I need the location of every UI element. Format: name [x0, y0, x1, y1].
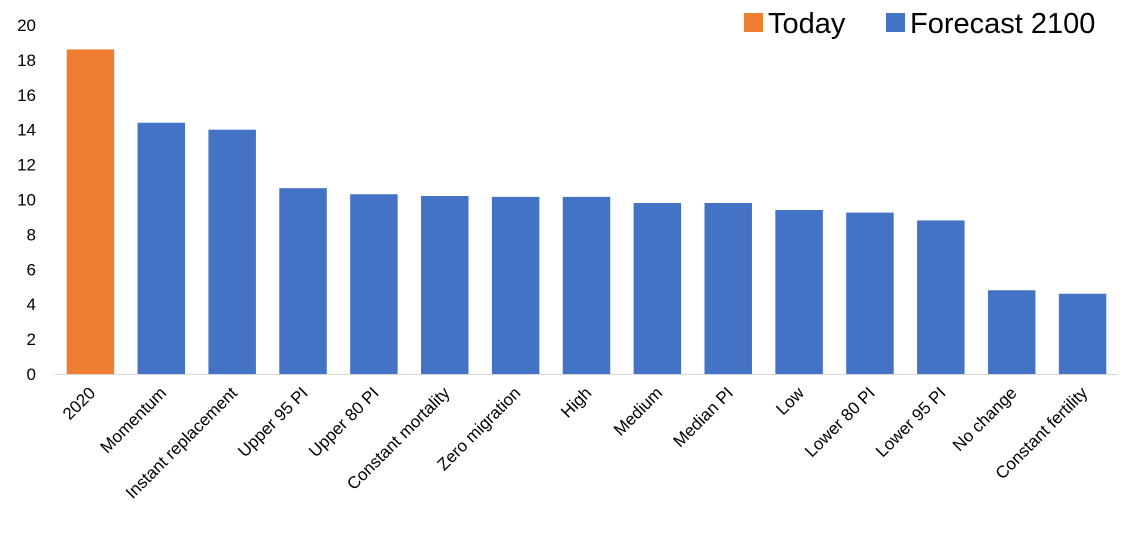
y-tick-label: 12 — [17, 156, 36, 175]
y-tick-label: 10 — [17, 191, 36, 210]
y-tick-label: 0 — [27, 365, 36, 384]
x-tick-label-no-change: No change — [949, 383, 1021, 455]
bar-constant-fertility — [1058, 293, 1107, 374]
y-tick-label: 6 — [27, 260, 36, 279]
y-tick-label: 4 — [27, 295, 36, 314]
y-tick-label: 14 — [17, 121, 36, 140]
legend-swatch-today — [744, 13, 763, 32]
x-tick-label-lower-80-pi: Lower 80 PI — [801, 383, 879, 461]
y-axis: 0 2 4 6 8 10 12 14 16 18 20 — [17, 16, 36, 384]
bar-lower-95-pi — [917, 220, 965, 374]
x-tick-label-high: High — [557, 383, 595, 421]
x-tick-label-low: Low — [772, 383, 808, 419]
x-tick-label-upper-95-pi: Upper 95 PI — [234, 383, 312, 461]
bar-medium — [633, 202, 682, 374]
bar-high — [562, 196, 611, 374]
x-tick-label-median-pi: Median PI — [669, 383, 737, 451]
y-tick-label: 8 — [27, 225, 36, 244]
x-tick-label-upper-80-pi: Upper 80 PI — [305, 383, 383, 461]
x-tick-label-momentum: Momentum — [97, 383, 171, 457]
y-tick-label: 16 — [17, 86, 36, 105]
y-tick-label: 18 — [17, 51, 36, 70]
bar-upper-80-pi — [350, 194, 398, 374]
bar-instant-replacement — [208, 129, 256, 374]
bar-zero-migration — [491, 196, 540, 374]
x-tick-label-2020: 2020 — [59, 383, 99, 423]
bar-group — [66, 49, 1107, 375]
legend-label-today: Today — [768, 8, 846, 40]
legend-swatch-forecast-2100 — [886, 13, 905, 32]
y-tick-label: 20 — [17, 16, 36, 35]
bar-median-pi — [704, 202, 752, 374]
bar-no-change — [987, 290, 1036, 374]
y-tick-label: 2 — [27, 330, 36, 349]
bar-upper-95-pi — [279, 188, 327, 374]
legend: Today Forecast 2100 — [744, 8, 1095, 40]
x-tick-label-medium: Medium — [610, 383, 666, 439]
x-tick-label-lower-95-pi: Lower 95 PI — [872, 383, 950, 461]
bar-lower-80-pi — [846, 212, 894, 374]
bar-low — [775, 209, 823, 374]
legend-label-forecast-2100: Forecast 2100 — [910, 8, 1095, 40]
bar-constant-mortality — [421, 196, 469, 374]
bar-momentum — [137, 122, 186, 374]
bar-2020 — [66, 49, 115, 375]
